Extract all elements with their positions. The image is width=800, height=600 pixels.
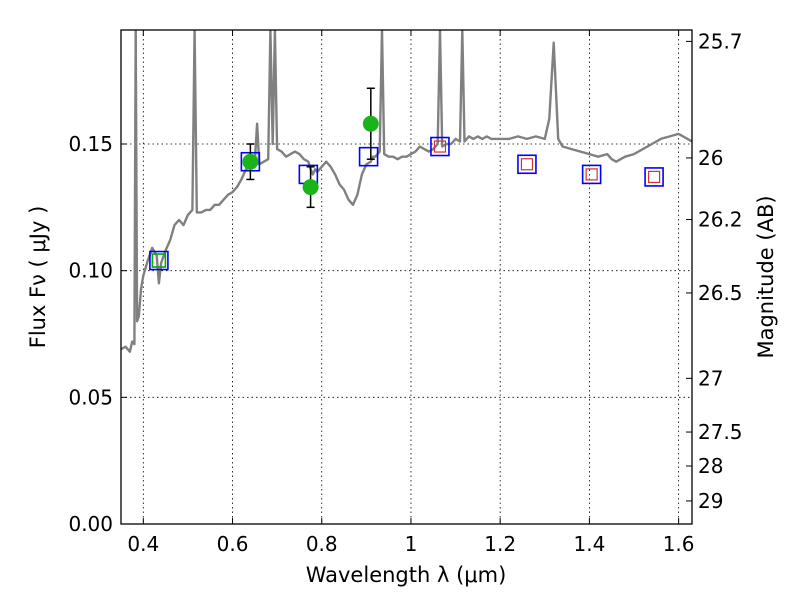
data-point xyxy=(242,153,259,170)
y2-axis-label: Magnitude (AB) xyxy=(754,195,778,358)
square-marker xyxy=(517,154,537,175)
square-marker xyxy=(149,250,169,271)
y-axis-label: Flux Fν ( μJy ) xyxy=(26,206,50,349)
spectrum-line xyxy=(121,30,692,353)
x-tick-label: 1.2 xyxy=(484,532,516,556)
square-marker xyxy=(581,164,602,185)
plot-frame xyxy=(120,29,693,525)
square-marker xyxy=(151,253,167,268)
x-tick-label: 1.6 xyxy=(663,532,695,556)
y-tick-label: 0.00 xyxy=(68,512,113,536)
plot-background xyxy=(121,30,692,524)
y-tick-label: 0.05 xyxy=(68,385,113,409)
y2-tick-label: 25.7 xyxy=(698,29,743,53)
x-tick-label: 0.6 xyxy=(217,532,249,556)
square-marker xyxy=(430,136,450,157)
square-marker xyxy=(358,146,379,167)
square-marker xyxy=(644,167,664,187)
y2-tick-label: 26 xyxy=(698,146,723,170)
square-marker xyxy=(647,170,661,184)
x-tick-label: 1.4 xyxy=(573,532,605,556)
y-tick-label: 0.15 xyxy=(68,132,113,156)
y2-tick-label: 27 xyxy=(698,366,723,390)
plot-area xyxy=(121,30,692,353)
x-tick-label: 0.8 xyxy=(306,532,338,556)
y2-tick-label: 26.2 xyxy=(698,207,743,231)
y2-tick-label: 27.5 xyxy=(698,420,743,444)
square-marker xyxy=(433,140,447,153)
square-marker xyxy=(585,168,598,181)
y2-tick-label: 29 xyxy=(698,489,723,513)
x-tick-label: 1 xyxy=(405,532,418,556)
ticks: 0.4 0.6 0.8 1 1.2 1.4 1.6 0.00 0.05 0.10 0.15 25.7 2… xyxy=(68,29,742,556)
y-tick-label: 0.10 xyxy=(68,259,113,283)
data-point xyxy=(302,179,319,196)
x-tick-label: 0.4 xyxy=(127,532,159,556)
data-point xyxy=(362,115,379,132)
y2-tick-label: 26.5 xyxy=(698,281,743,305)
x-axis-label: Wavelength λ (μm) xyxy=(306,563,507,587)
y2-tick-label: 28 xyxy=(698,454,723,478)
square-marker xyxy=(520,158,534,171)
